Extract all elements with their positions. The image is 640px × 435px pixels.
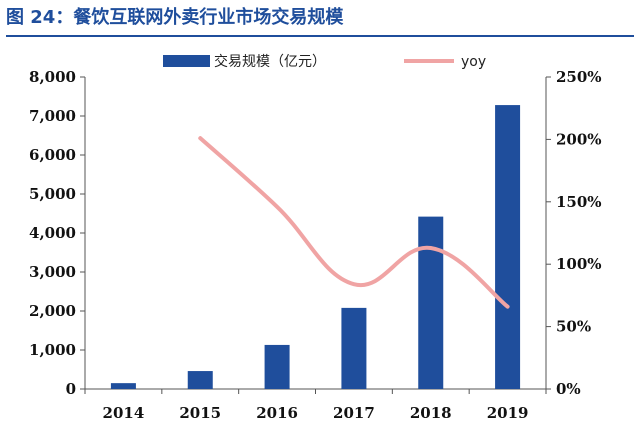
x-tick-label: 2016	[256, 404, 298, 422]
y-right-tick-label: 200%	[556, 130, 602, 148]
yoy-point	[506, 305, 510, 309]
legend-label-bar: 交易规模（亿元）	[214, 53, 326, 70]
y-left-tick-label: 4,000	[29, 224, 76, 242]
yoy-point	[275, 205, 279, 209]
y-left-tick-label: 8,000	[29, 68, 76, 86]
y-left-tick-label: 0	[66, 380, 76, 398]
bars	[110, 105, 521, 389]
x-tick-label: 2015	[179, 404, 221, 422]
figure-title: 图 24：餐饮互联网外卖行业市场交易规模	[6, 7, 344, 28]
y-left-tick-label: 5,000	[29, 185, 76, 203]
y-right-tick-label: 100%	[556, 255, 602, 273]
y-right-tick-label: 0%	[556, 380, 581, 398]
bar-2017	[341, 307, 367, 389]
y-right-tick-label: 250%	[556, 68, 602, 86]
yoy-point	[198, 136, 202, 140]
bar-2015	[187, 371, 213, 389]
bar-2018	[418, 216, 444, 389]
bar-2016	[264, 344, 290, 389]
axes: 0 1,000 2,000 3,000 4,000 5,000 6,000 7,000 8,00…	[29, 68, 602, 422]
yoy-line-group	[198, 136, 510, 309]
yoy-point	[352, 282, 356, 286]
x-tick-label: 2017	[333, 404, 375, 422]
y-right-tick-label: 150%	[556, 193, 602, 211]
bar-2019	[495, 105, 521, 389]
y-right-tick-label: 50%	[556, 318, 591, 336]
x-tick-label: 2019	[487, 404, 529, 422]
bar-2014	[110, 383, 136, 389]
y-left-tick-label: 7,000	[29, 107, 76, 125]
y-left-tick-label: 6,000	[29, 146, 76, 164]
y-left-tick-label: 3,000	[29, 263, 76, 281]
legend: 交易规模（亿元） yoy	[163, 53, 486, 70]
legend-label-line: yoy	[461, 54, 486, 70]
y-left-tick-label: 2,000	[29, 302, 76, 320]
x-tick-label: 2014	[103, 404, 145, 422]
x-tick-label: 2018	[410, 404, 452, 422]
y-left-tick-label: 1,000	[29, 341, 76, 359]
title-rule	[6, 35, 634, 37]
yoy-line	[198, 136, 510, 309]
legend-swatch-bar	[163, 55, 210, 67]
yoy-point	[429, 246, 433, 250]
